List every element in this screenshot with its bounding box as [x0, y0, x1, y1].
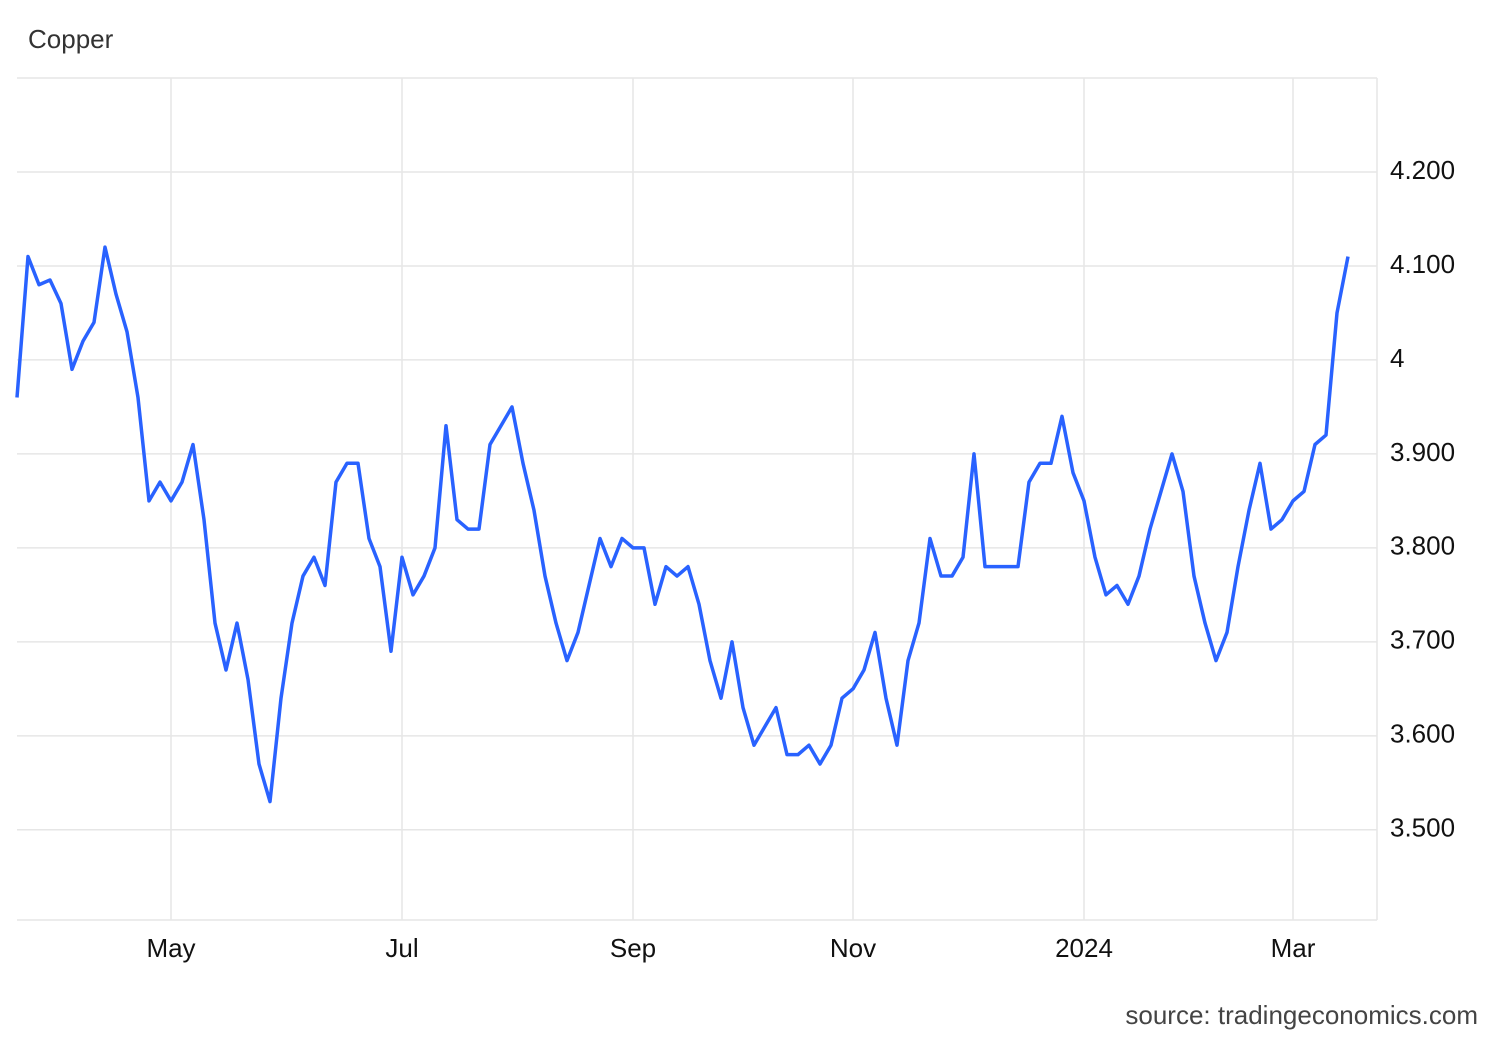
x-tick-label: 2024: [1055, 933, 1113, 963]
y-tick-label: 3.500: [1390, 813, 1455, 843]
x-tick-label: Mar: [1271, 933, 1316, 963]
price-line: [15, 245, 1350, 804]
y-tick-label: 3.900: [1390, 437, 1455, 467]
y-tick-label: 4.100: [1390, 249, 1455, 279]
x-tick-label: Jul: [385, 933, 418, 963]
y-tick-label: 4.200: [1390, 155, 1455, 185]
x-tick-label: May: [146, 933, 195, 963]
x-tick-label: Nov: [830, 933, 876, 963]
x-tick-label: Sep: [610, 933, 656, 963]
y-tick-label: 3.600: [1390, 719, 1455, 749]
source: source: tradingeconomics.com: [1125, 1000, 1478, 1030]
y-tick-label: 3.700: [1390, 625, 1455, 655]
y-tick-label: 4: [1390, 343, 1404, 373]
chart-title: Copper: [28, 24, 114, 54]
y-tick-label: 3.800: [1390, 531, 1455, 561]
